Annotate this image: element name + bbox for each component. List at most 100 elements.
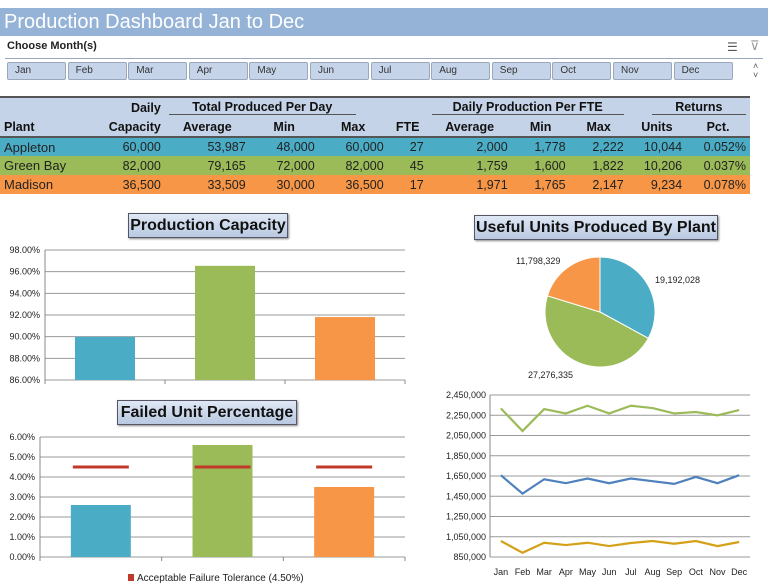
line-series-0 — [500, 404, 740, 433]
table-cell: 10,206 — [643, 158, 683, 173]
table-cell: 60,000 — [122, 140, 161, 154]
month-button-dec[interactable]: Dec — [673, 62, 733, 80]
table-cell: 82,000 — [345, 158, 384, 173]
table-row: Appleton 60,000 53,987 48,000 60,000 27 2,000 1… — [0, 137, 750, 156]
column-header: FTE — [387, 117, 428, 137]
y-tick-label: 2,250,000 — [446, 410, 486, 420]
pie-label: 11,798,329 — [516, 256, 560, 266]
production-capacity-title: Production Capacity — [128, 213, 288, 238]
y-tick-label: 1,250,000 — [446, 512, 486, 522]
header-returns: Returns — [651, 100, 746, 115]
line-series-2 — [500, 539, 740, 554]
clear-filter-icon[interactable]: ⊽ — [750, 38, 760, 53]
pie-label: 19,192,028 — [655, 275, 700, 285]
failed-unit-title: Failed Unit Percentage — [117, 400, 297, 425]
x-tick-label: Oct — [689, 567, 704, 577]
dashboard-title: Production Dashboard Jan to Dec — [0, 8, 768, 36]
column-header: Max — [318, 117, 388, 137]
table-cell: 72,000 — [276, 158, 315, 173]
x-tick-label: Jun — [602, 567, 617, 577]
x-tick-label: Jul — [625, 567, 637, 577]
legend-swatch — [128, 574, 134, 581]
x-tick-label: Jan — [494, 567, 509, 577]
table-cell: 2,000 — [476, 140, 508, 154]
table-cell: 2,222 — [592, 140, 624, 154]
bar-green-bay — [195, 265, 255, 380]
y-tick-label: 86.00% — [9, 375, 40, 385]
month-button-sep[interactable]: Sep — [491, 62, 551, 80]
month-button-apr[interactable]: Apr — [188, 62, 248, 80]
month-button-mar[interactable]: Mar — [128, 62, 188, 80]
y-tick-label: 92.00% — [9, 310, 40, 320]
month-button-oct[interactable]: Oct — [552, 62, 612, 80]
month-button-aug[interactable]: Aug — [431, 62, 491, 80]
table-cell: 30,000 — [276, 177, 315, 192]
column-header: Average — [164, 117, 250, 137]
y-tick-label: 3.00% — [9, 492, 35, 502]
table-cell: 36,500 — [122, 177, 161, 192]
table-cell: 0.078% — [703, 177, 746, 192]
table-cell: 36,500 — [345, 177, 384, 192]
table-cell: 0.052% — [703, 140, 746, 154]
slicer-label: Choose Month(s) — [7, 40, 97, 52]
y-tick-label: 1,450,000 — [446, 491, 486, 501]
y-tick-label: 850,000 — [453, 552, 486, 562]
table-cell: 33,509 — [207, 177, 246, 192]
column-header: Average — [427, 117, 512, 137]
month-button-jan[interactable]: Jan — [7, 62, 66, 80]
column-header: Units — [627, 117, 687, 137]
y-tick-label: 0.00% — [9, 552, 35, 562]
x-tick-label: Nov — [709, 567, 726, 577]
bar-appleton — [75, 336, 135, 380]
y-tick-label: 88.00% — [9, 353, 40, 363]
x-tick-label: May — [579, 567, 597, 577]
table-cell: 9,234 — [650, 177, 683, 192]
y-tick-label: 4.00% — [9, 472, 35, 482]
column-header: Max — [569, 117, 628, 137]
y-tick-label: 2,050,000 — [446, 431, 486, 441]
header-total: Total Produced Per Day — [168, 100, 356, 115]
header-daily: Daily — [88, 97, 165, 117]
line-series-1 — [500, 474, 740, 495]
table-cell: 45 — [409, 158, 424, 173]
month-button-jun[interactable]: Jun — [310, 62, 369, 80]
bar-madison — [315, 317, 375, 380]
table-cell: 10,044 — [643, 140, 683, 154]
multi-select-icon[interactable]: ☰ — [727, 40, 738, 54]
table-cell: 1,600 — [534, 158, 566, 173]
pie-label: 27,276,335 — [528, 370, 573, 380]
slicer-scroll[interactable]: ˄ ˅ — [753, 61, 759, 80]
column-header: Min — [249, 117, 319, 137]
table-cell: Appleton — [4, 139, 56, 155]
table-cell: 1,822 — [592, 158, 624, 173]
column-header: Plant — [0, 117, 89, 137]
table-cell: 1,778 — [534, 140, 566, 154]
y-tick-label: 2,450,000 — [446, 390, 486, 400]
table-cell: 2,147 — [592, 177, 624, 192]
useful-units-title: Useful Units Produced By Plant — [474, 215, 718, 240]
table-cell: 17 — [409, 177, 424, 192]
table-row: Madison 36,500 33,509 30,000 36,500 17 1,971 1,… — [0, 175, 750, 194]
legend-label: Acceptable Failure Tolerance (4.50%) — [137, 573, 304, 584]
header-per-fte: Daily Production Per FTE — [431, 100, 624, 115]
table-cell: 1,759 — [476, 158, 508, 173]
y-tick-label: 2.00% — [9, 512, 35, 522]
pie-slice — [546, 256, 601, 313]
month-button-may[interactable]: May — [249, 62, 309, 80]
y-tick-label: 1,850,000 — [446, 451, 486, 461]
y-tick-label: 1,650,000 — [446, 471, 486, 481]
month-button-jul[interactable]: Jul — [370, 62, 430, 80]
column-header: Capacity — [88, 117, 165, 137]
table-cell: 48,000 — [276, 140, 315, 154]
y-tick-label: 1.00% — [9, 532, 35, 542]
y-tick-label: 96.00% — [9, 267, 40, 277]
table-cell: 79,165 — [207, 158, 246, 173]
x-tick-label: Mar — [536, 567, 552, 577]
pie-slice — [544, 295, 649, 368]
x-tick-label: Feb — [515, 567, 531, 577]
month-button-nov[interactable]: Nov — [613, 62, 672, 80]
month-button-feb[interactable]: Feb — [67, 62, 127, 80]
y-tick-label: 6.00% — [9, 432, 35, 442]
summary-table: Daily Total Produced Per Day Daily Produ… — [0, 96, 750, 194]
table-cell: 0.037% — [703, 158, 746, 173]
